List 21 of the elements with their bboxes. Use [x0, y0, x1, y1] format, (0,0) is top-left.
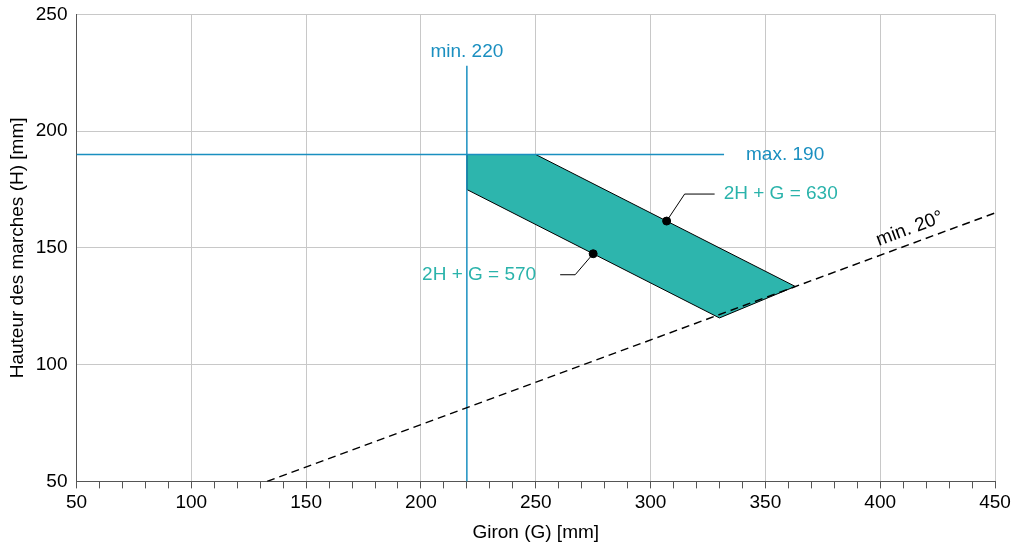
x-tick-label: 400 — [864, 491, 897, 513]
x-axis-title: Giron (G) [mm] — [472, 520, 600, 542]
x-tick-label: 200 — [405, 491, 437, 513]
x-tick-label: 100 — [175, 491, 208, 513]
x-tick-label: 350 — [749, 491, 782, 513]
x-tick-label: 150 — [290, 491, 322, 513]
y-tick-label: 50 — [46, 469, 68, 491]
x-tick-label: 450 — [979, 491, 1011, 513]
x-tick-label: 50 — [65, 491, 88, 513]
annotation: 2H + G = 630 — [723, 182, 838, 204]
y-tick-label: 250 — [35, 2, 68, 24]
annotation: min. 20° — [872, 205, 946, 250]
y-tick-label: 150 — [35, 236, 68, 258]
x-tick-label: 300 — [634, 491, 667, 513]
annotation: max. 190 — [746, 142, 825, 164]
annotation: 2H + G = 570 — [422, 262, 537, 284]
x-tick-label: 250 — [519, 491, 552, 513]
annotation: min. 220 — [430, 40, 504, 61]
y-axis-title: Hauteur des marches (H) [mm] — [5, 117, 27, 379]
y-tick-label: 100 — [35, 352, 68, 374]
y-tick-label: 200 — [35, 119, 68, 141]
